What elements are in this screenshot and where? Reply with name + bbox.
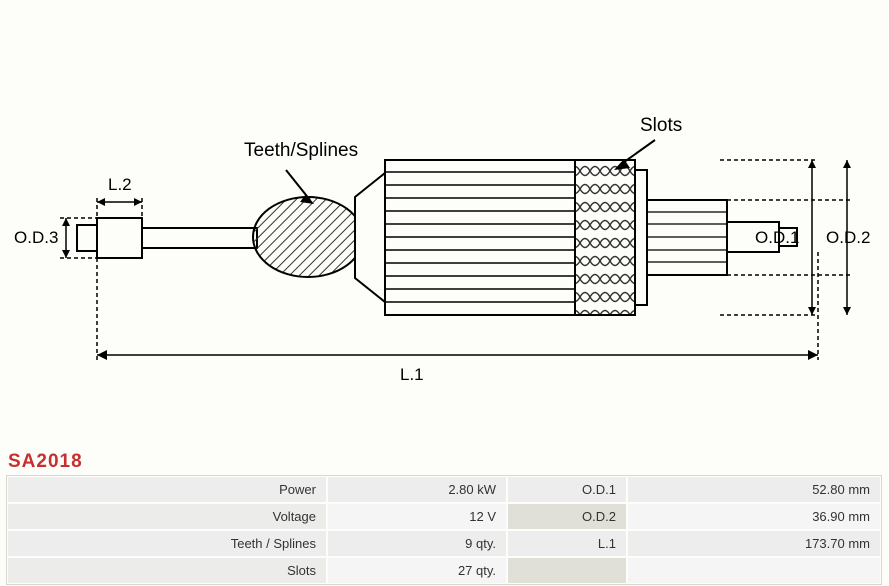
spec-table: Power 2.80 kW O.D.1 52.80 mm Voltage 12 …: [6, 475, 882, 585]
table-row: Slots 27 qty.: [7, 557, 881, 584]
spec-value: 9 qty.: [327, 530, 507, 557]
table-row: Power 2.80 kW O.D.1 52.80 mm: [7, 476, 881, 503]
dim-od1: O.D.1: [755, 228, 799, 248]
spec-label: Teeth / Splines: [7, 530, 327, 557]
dim-l2: L.2: [108, 175, 132, 195]
dim-l1: L.1: [400, 365, 424, 385]
spec-label: Voltage: [7, 503, 327, 530]
spec-value2: [627, 557, 881, 584]
product-code: SA2018: [8, 451, 83, 473]
spec-label2: [507, 557, 627, 584]
table-row: Teeth / Splines 9 qty. L.1 173.70 mm: [7, 530, 881, 557]
armature-svg: [0, 0, 889, 440]
spec-value: 12 V: [327, 503, 507, 530]
spec-label2: O.D.2: [507, 503, 627, 530]
armature-diagram: Teeth/Splines Slots L.2 O.D.3 O.D.1 O.D.…: [0, 0, 889, 440]
spec-label2: L.1: [507, 530, 627, 557]
spec-label2: O.D.1: [507, 476, 627, 503]
spec-value2: 52.80 mm: [627, 476, 881, 503]
spec-label: Power: [7, 476, 327, 503]
spec-value2: 173.70 mm: [627, 530, 881, 557]
spec-value: 2.80 kW: [327, 476, 507, 503]
dim-od3: O.D.3: [14, 228, 58, 248]
spec-value: 27 qty.: [327, 557, 507, 584]
table-row: Voltage 12 V O.D.2 36.90 mm: [7, 503, 881, 530]
label-teeth-splines: Teeth/Splines: [244, 140, 358, 162]
spec-label: Slots: [7, 557, 327, 584]
label-slots: Slots: [640, 115, 682, 137]
spec-value2: 36.90 mm: [627, 503, 881, 530]
dim-od2: O.D.2: [826, 228, 870, 248]
